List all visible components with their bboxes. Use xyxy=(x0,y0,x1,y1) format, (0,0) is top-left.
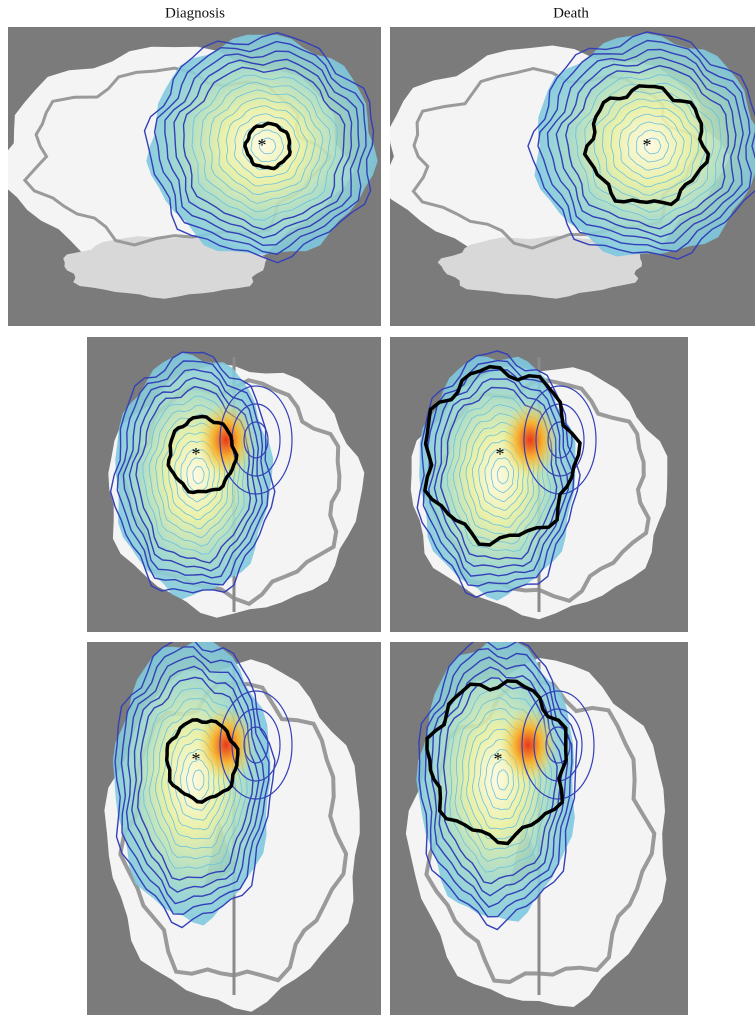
panels: * * * * * * xyxy=(0,27,755,1015)
seed-marker: * xyxy=(258,135,267,155)
image-panel: * xyxy=(390,337,688,632)
seed-marker: * xyxy=(643,135,652,155)
column-header: Death xyxy=(553,5,589,21)
seed-marker: * xyxy=(192,444,201,464)
hot-spot xyxy=(502,402,558,478)
image-panel: * xyxy=(390,637,688,1015)
column-header: Diagnosis xyxy=(165,5,225,21)
image-panel: * xyxy=(87,337,381,632)
image-panel: * xyxy=(87,636,381,1015)
seed-marker: * xyxy=(496,444,505,464)
hot-spot xyxy=(198,402,254,478)
image-panel: * xyxy=(0,27,381,326)
seed-marker: * xyxy=(192,749,201,769)
image-panel: * xyxy=(382,27,755,326)
seed-marker: * xyxy=(494,749,503,769)
hot-spot xyxy=(198,707,254,783)
hot-spot xyxy=(500,707,556,783)
